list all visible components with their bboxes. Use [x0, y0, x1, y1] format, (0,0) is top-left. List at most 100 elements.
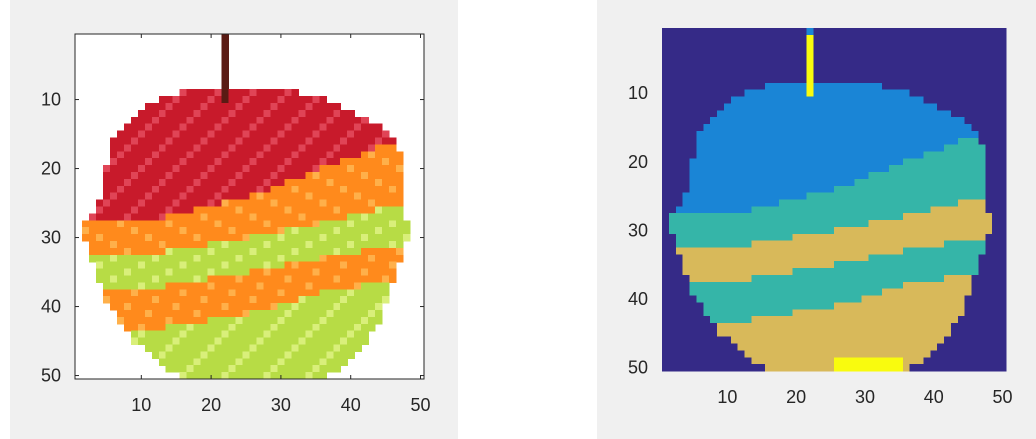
segmented-pixel: [675, 76, 684, 84]
original-pixel: [144, 261, 153, 270]
segmented-pixel: [758, 110, 766, 118]
original-pixel: [228, 337, 237, 346]
segmented-pixel: [737, 41, 746, 50]
segmented-pixel: [964, 295, 973, 303]
segmented-pixel: [985, 69, 993, 77]
original-pixel: [298, 330, 306, 339]
segmented-pixel: [772, 144, 780, 153]
original-pixel: [137, 116, 146, 125]
original-pixel: [228, 289, 237, 297]
original-pixel: [326, 151, 334, 159]
segmented-pixel: [985, 254, 993, 262]
original-pixel: [284, 151, 292, 159]
segmented-pixel: [937, 117, 945, 125]
original-pixel: [347, 123, 355, 132]
segmented-pixel: [999, 151, 1007, 159]
segmented-pixel: [806, 103, 814, 111]
original-pixel: [214, 123, 223, 132]
original-pixel: [193, 220, 202, 228]
segmented-pixel: [765, 240, 773, 249]
segmented-pixel: [854, 185, 863, 194]
segmented-pixel: [971, 144, 980, 153]
segmented-pixel: [744, 124, 753, 132]
segmented-pixel: [895, 350, 904, 358]
segmented-pixel: [971, 281, 980, 290]
segmented-pixel: [985, 144, 993, 153]
segmented-pixel: [675, 233, 684, 242]
segmented-pixel: [923, 130, 931, 139]
segmented-pixel: [758, 295, 766, 303]
segmented-pixel: [847, 302, 856, 310]
original-pixel: [333, 178, 341, 187]
original-pixel: [193, 185, 202, 194]
original-pixel: [165, 261, 174, 270]
segmented-pixel: [785, 172, 794, 180]
segmented-pixel: [737, 124, 746, 132]
segmented-pixel: [957, 350, 966, 358]
original-pixel: [116, 199, 125, 208]
original-pixel: [389, 220, 397, 228]
segmented-pixel: [730, 76, 739, 84]
original-pixel: [354, 220, 362, 228]
original-pixel: [291, 96, 299, 104]
original-pixel: [305, 192, 313, 201]
original-pixel: [95, 220, 104, 228]
original-pixel: [144, 234, 153, 242]
segmented-pixel: [662, 76, 670, 84]
segmented-pixel: [737, 302, 746, 310]
segmented-pixel: [662, 350, 670, 358]
segmented-pixel: [799, 336, 808, 345]
original-pixel: [298, 303, 306, 311]
segmented-pixel: [751, 158, 759, 166]
segmented-pixel: [944, 226, 952, 235]
original-pixel: [270, 247, 279, 256]
segmented-pixel: [662, 34, 670, 43]
original-pixel: [151, 165, 160, 173]
original-pixel: [214, 227, 223, 235]
segmented-pixel: [778, 110, 787, 118]
original-pixel: [340, 144, 348, 152]
segmented-pixel: [827, 357, 835, 365]
segmented-pixel: [937, 281, 945, 290]
segmented-pixel: [992, 261, 1000, 269]
original-pixel: [249, 151, 258, 159]
original-pixel: [193, 247, 202, 256]
segmented-pixel: [820, 364, 828, 372]
segmented-pixel: [751, 281, 759, 290]
original-pixel: [340, 337, 348, 346]
original-pixel: [137, 178, 146, 187]
segmented-pixel: [964, 55, 973, 63]
segmented-pixel: [861, 226, 869, 235]
original-pixel: [151, 296, 160, 304]
original-pixel: [193, 96, 202, 104]
segmented-pixel: [916, 254, 925, 262]
segmented-pixel: [992, 55, 1000, 63]
segmented-pixel: [916, 144, 925, 153]
segmented-pixel: [820, 329, 828, 338]
segmented-pixel: [847, 124, 856, 132]
segmented-pixel: [861, 247, 869, 255]
original-pixel: [172, 268, 181, 277]
original-pixel: [396, 247, 404, 256]
original-pixel: [347, 213, 355, 221]
segmented-pixel: [861, 302, 869, 310]
segmented-pixel: [999, 82, 1007, 91]
original-pixel: [151, 268, 160, 277]
segmented-pixel: [889, 130, 897, 139]
segmented-pixel: [751, 350, 759, 358]
segmented-pixel: [950, 117, 959, 125]
segmented-pixel: [902, 240, 911, 249]
segmented-pixel: [765, 247, 773, 255]
segmented-pixel: [799, 48, 808, 57]
original-pixel: [186, 172, 195, 180]
original-pixel: [179, 220, 188, 228]
segmented-pixel: [778, 322, 787, 331]
segmented-pixel: [813, 76, 821, 84]
segmented-pixel: [758, 233, 766, 242]
original-pixel: [242, 323, 251, 332]
segmented-pixel: [696, 48, 704, 57]
original-pixel: [109, 192, 118, 201]
original-pixel: [102, 172, 111, 180]
segmented-pixel: [806, 110, 814, 118]
original-pixel: [228, 275, 237, 283]
